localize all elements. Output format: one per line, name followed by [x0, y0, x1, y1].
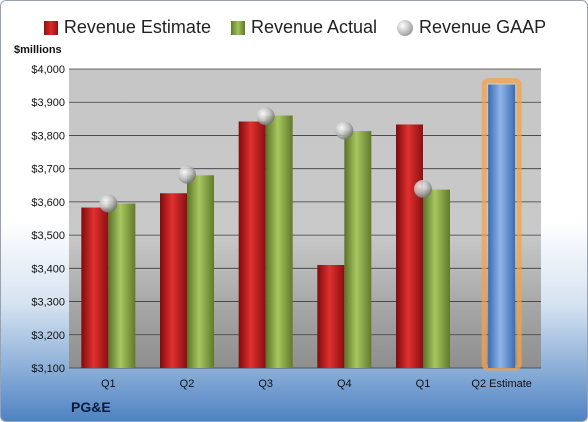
y-tick-label: $3,900 [31, 97, 65, 109]
bar-revenue-estimate [238, 121, 266, 368]
bar-revenue-estimate [160, 193, 187, 368]
x-axis-ticks: Q1 Q2 Q3 Q4 Q1 Q2 Estimate [101, 378, 532, 390]
marker-revenue-gaap [414, 179, 432, 198]
legend-item-estimate: Revenue Estimate [43, 17, 211, 38]
legend-label-actual: Revenue Actual [250, 17, 378, 37]
marker-revenue-gaap [99, 194, 118, 213]
legend-item-gaap: Revenue GAAP [397, 17, 546, 38]
legend-swatch-actual [230, 20, 245, 35]
x-tick-label: Q1 [416, 378, 431, 390]
legend: Revenue Estimate Revenue Actual Revenue … [1, 17, 587, 38]
y-axis-ticks: $3,100 $3,200 $3,300 $3,400 $3,500 $3,600 $3,7… [31, 64, 65, 375]
y-axis-units-label: $millions [14, 44, 62, 56]
bar-revenue-forecast [488, 84, 516, 368]
bar-revenue-actual [265, 115, 293, 368]
x-tick-label: Q3 [258, 378, 273, 390]
bar-revenue-actual [187, 175, 214, 368]
y-tick-label: $3,700 [31, 164, 65, 176]
bars [81, 78, 522, 371]
bar-revenue-actual [344, 131, 372, 368]
bar-revenue-estimate [396, 124, 423, 368]
bar-revenue-actual [423, 189, 450, 368]
y-tick-label: $3,200 [31, 330, 65, 342]
y-tick-label: $4,000 [31, 64, 65, 76]
marker-revenue-gaap [178, 165, 196, 184]
legend-swatch-gaap [397, 19, 414, 36]
y-tick-label: $3,300 [31, 297, 65, 309]
legend-label-estimate: Revenue Estimate [63, 17, 211, 37]
y-tick-label: $3,600 [31, 197, 65, 209]
y-tick-label: $3,800 [31, 130, 65, 142]
legend-item-actual: Revenue Actual [230, 17, 378, 38]
legend-label-gaap: Revenue GAAP [419, 17, 547, 37]
bar-revenue-actual [108, 203, 136, 368]
bar-revenue-estimate [317, 265, 345, 368]
plot-background [69, 69, 541, 368]
legend-swatch-estimate [43, 20, 58, 35]
gaap-markers [99, 107, 432, 213]
y-tick-label: $3,500 [31, 230, 65, 242]
marker-revenue-gaap [256, 107, 275, 126]
marker-revenue-gaap [335, 121, 354, 140]
x-tick-label: Q2 [180, 378, 195, 390]
y-tick-label: $3,400 [31, 263, 65, 275]
x-tick-label: Q2 Estimate [471, 378, 532, 390]
y-tick-label: $3,100 [31, 363, 65, 375]
bar-revenue-estimate [81, 207, 109, 368]
x-tick-label: Q1 [101, 378, 116, 390]
grid-lines [69, 68, 541, 369]
x-tick-label: Q4 [337, 378, 352, 390]
company-name: PG&E [71, 399, 111, 415]
